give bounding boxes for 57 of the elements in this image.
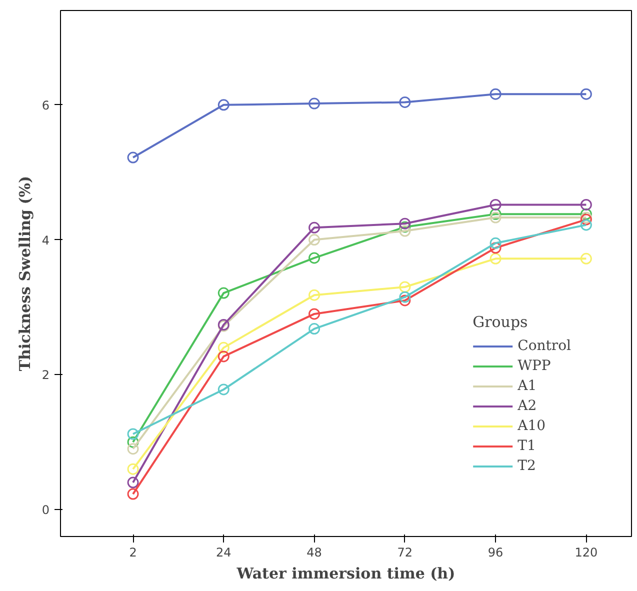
point (218, 99, 230, 111)
point (490, 237, 502, 249)
point (127, 436, 139, 448)
point (308, 98, 320, 110)
point (218, 384, 230, 396)
legend-label: Control (518, 338, 571, 354)
point (580, 252, 592, 264)
point (127, 463, 139, 475)
y-tick-label: 4 (42, 233, 50, 248)
x-tick-label: 120 (574, 546, 598, 560)
point (399, 96, 411, 108)
point (580, 208, 592, 220)
point (218, 350, 230, 362)
point (580, 198, 592, 210)
point (580, 88, 592, 100)
point (308, 252, 320, 264)
legend-label: A10 (518, 418, 546, 434)
x-axis-title: Water immersion time (h) (236, 564, 456, 582)
point (490, 88, 502, 100)
point (399, 291, 411, 303)
point (308, 222, 320, 234)
legend-label: A2 (518, 398, 538, 414)
x-tick-label: 2 (129, 546, 137, 560)
point (308, 289, 320, 301)
point (580, 219, 592, 231)
point (127, 443, 139, 455)
y-tick-label: 2 (42, 368, 50, 382)
point (399, 225, 411, 237)
point (308, 323, 320, 335)
point (127, 428, 139, 440)
point (490, 198, 502, 210)
legend-label: T2 (518, 458, 537, 474)
legend-label: WPP (518, 358, 551, 374)
point (490, 212, 502, 224)
point (218, 287, 230, 299)
point (127, 476, 139, 488)
point (490, 242, 502, 254)
point (399, 218, 411, 230)
legend-title: Groups (472, 313, 529, 331)
x-tick-label: 72 (397, 546, 413, 560)
legend-label: T1 (518, 438, 537, 454)
point (399, 281, 411, 293)
legend-label: A1 (518, 378, 538, 394)
point (490, 252, 502, 264)
point (399, 294, 411, 306)
point (490, 208, 502, 220)
y-tick-label: 6 (42, 98, 50, 112)
point (218, 342, 230, 354)
point (127, 488, 139, 500)
point (308, 234, 320, 246)
point (308, 308, 320, 320)
y-axis-title: Thickness Swelling (%) (16, 176, 34, 372)
point (127, 152, 139, 164)
y-tick-label: 0 (42, 503, 50, 518)
x-tick-label: 96 (488, 546, 504, 560)
x-tick-label: 24 (216, 546, 232, 560)
x-tick-label: 48 (306, 546, 322, 560)
